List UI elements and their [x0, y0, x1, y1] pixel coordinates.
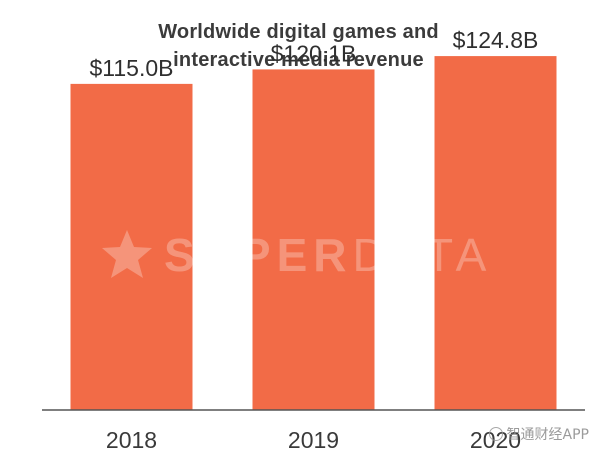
chart-title-line-2: interactive media revenue	[173, 49, 424, 71]
bar-2018	[70, 83, 193, 410]
bar-value-label-2020: $124.8B	[453, 27, 539, 53]
chart-title-line-1: Worldwide digital games and	[158, 21, 439, 43]
corner-watermark: 智通财经APP	[488, 424, 589, 444]
paw-icon	[488, 427, 503, 441]
chart-title: Worldwide digital games and interactive …	[0, 18, 597, 74]
bar-2020	[434, 56, 557, 411]
bar-value-label-2018: $115.0B	[90, 55, 174, 81]
x-tick-label-2018: 2018	[106, 427, 157, 453]
bar-2019	[252, 69, 375, 410]
x-tick-label-2019: 2019	[288, 427, 339, 453]
corner-watermark-text: 智通财经APP	[506, 427, 589, 443]
bar-value-label-2019: $120.1B	[271, 40, 357, 66]
